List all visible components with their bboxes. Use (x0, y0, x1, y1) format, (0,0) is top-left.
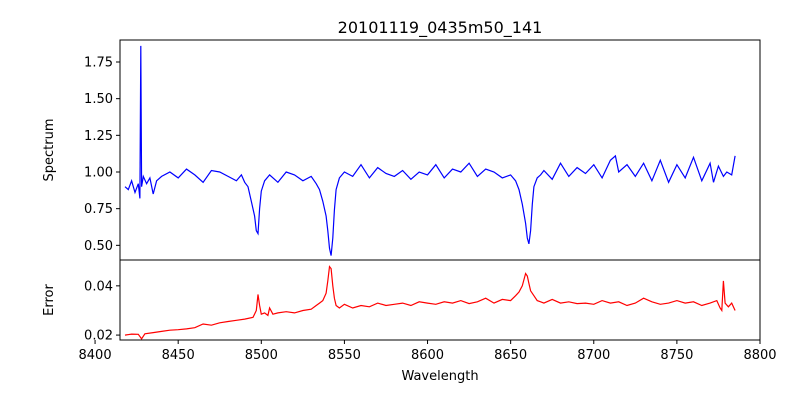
spectrum-y-axis-label: Spectrum (42, 119, 57, 182)
error-y-tick-label: 0.04 (84, 279, 113, 294)
spectrum-y-tick-label: 0.75 (84, 202, 113, 217)
spectrum-y-ticks: 0.50 0.75 1.00 1.25 1.50 1.75 (84, 56, 120, 254)
error-y-axis-label: Error (42, 284, 57, 316)
wavelength-x-axis-label: Wavelength (401, 369, 478, 384)
wavelength-x-tick-label: 8500 (245, 348, 278, 363)
spectrum-y-tick-label: 1.75 (84, 56, 113, 71)
wavelength-x-ticks: 8400 8450 8500 8550 8600 8650 8700 8750 8800 (79, 340, 777, 363)
error-line (124, 265, 736, 340)
error-panel: 0.02 0.04 8400 8450 8500 8550 8600 8650 8700 875… (42, 259, 777, 384)
spectrum-line (124, 45, 736, 256)
spectrum-axes-frame (119, 39, 761, 261)
spectrum-y-tick-label: 0.50 (84, 239, 113, 254)
wavelength-x-tick-label: 8400 (79, 348, 112, 363)
wavelength-x-tick-label: 8600 (411, 348, 444, 363)
spectrum-y-tick-label: 1.25 (84, 129, 113, 144)
error-y-tick-label: 0.02 (84, 329, 113, 344)
error-y-ticks: 0.02 0.04 (84, 279, 120, 344)
wavelength-x-tick-label: 8650 (494, 348, 527, 363)
wavelength-x-tick-label: 8750 (660, 348, 693, 363)
error-axes-frame (119, 259, 761, 341)
spectrum-y-tick-label: 1.50 (84, 92, 113, 107)
spectrum-panel: 0.50 0.75 1.00 1.25 1.50 1.75 Spectrum (42, 39, 761, 261)
wavelength-x-tick-label: 8700 (577, 348, 610, 363)
wavelength-x-tick-label: 8800 (743, 348, 776, 363)
chart-title: 20101119_0435m50_141 (338, 18, 543, 38)
wavelength-x-tick-label: 8550 (328, 348, 361, 363)
spectrum-y-tick-label: 1.00 (84, 166, 113, 181)
wavelength-x-tick-label: 8450 (162, 348, 195, 363)
